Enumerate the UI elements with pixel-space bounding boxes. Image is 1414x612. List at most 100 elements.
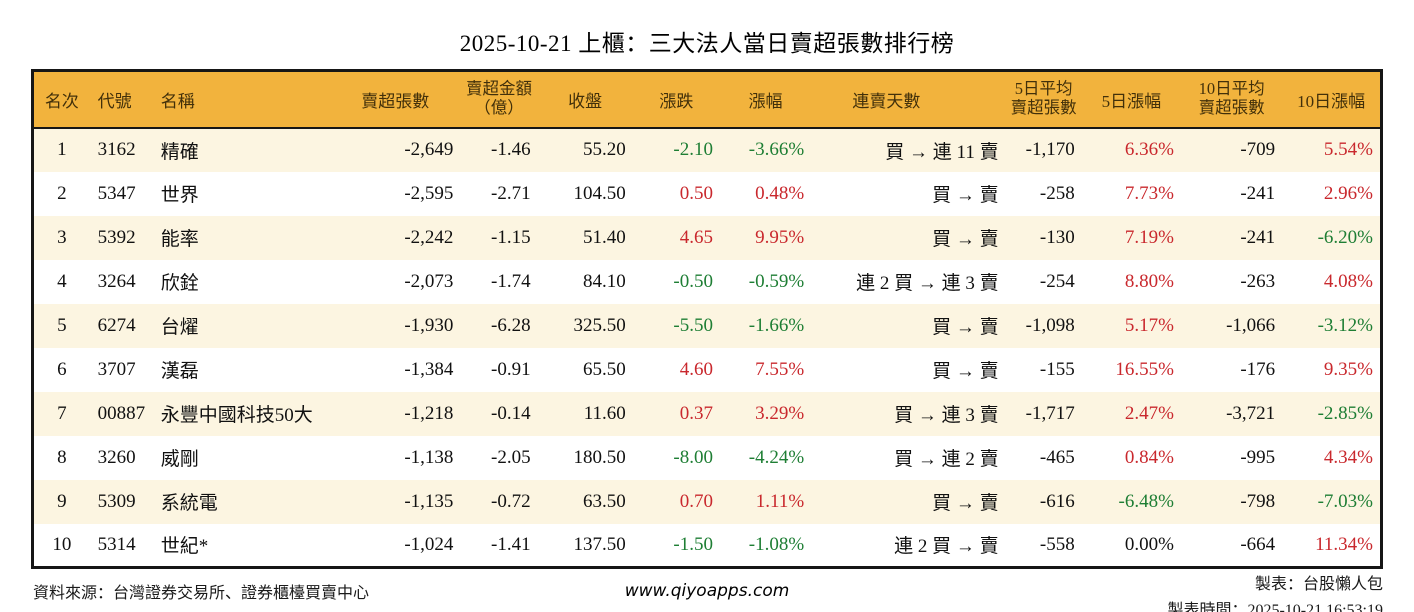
credit-author: 製表：台股懶人包 (1254, 576, 1383, 593)
header-label: 賣超張數 (1198, 98, 1265, 118)
header-label: 收盤 (568, 91, 603, 111)
pct5-cell: -6.48% (1118, 490, 1174, 512)
sell-amount-cell: -2.05 (491, 446, 531, 468)
website-url: www.qiyoapps.com (624, 581, 790, 601)
header-sell-amount: 賣超金額 （億） (460, 70, 538, 129)
avg10-cell: -263 (1240, 270, 1276, 292)
change-cell: 0.37 (679, 402, 713, 424)
change-cell: -1.50 (673, 533, 713, 555)
streak-cell: 買 → 連 11 賣 (885, 141, 999, 163)
sell-amount-cell: -6.28 (491, 314, 531, 336)
header-rank: 名次 (32, 70, 90, 129)
change-pct-cell: -0.59% (748, 270, 805, 292)
streak-cell: 買 → 賣 (932, 317, 999, 338)
pct5-cell: 7.73% (1124, 182, 1174, 204)
sell-volume-cell: -1,024 (404, 533, 454, 555)
pct10-cell: -7.03% (1317, 490, 1373, 512)
change-pct-cell: -3.66% (748, 139, 805, 160)
header-change: 漲跌 (632, 70, 720, 129)
sell-amount-cell: -1.46 (491, 139, 531, 160)
sell-volume-cell: -1,135 (404, 490, 454, 512)
name-cell: 威剛 (160, 449, 199, 470)
table-row: 2 5347 世界 -2,595 -2.71 104.50 0.50 0.48%… (32, 171, 1382, 216)
rank-cell: 1 (57, 139, 67, 160)
streak-cell: 買 → 連 3 賣 (894, 405, 999, 426)
name-cell: 漢磊 (160, 361, 199, 382)
table-row: 4 3264 欣銓 -2,073 -1.74 84.10 -0.50 -0.59… (32, 259, 1382, 304)
header-name: 名稱 (157, 70, 331, 129)
close-cell: 55.20 (583, 139, 626, 160)
avg5-cell: -1,717 (1025, 402, 1075, 424)
change-pct-cell: -4.24% (748, 446, 805, 468)
avg5-cell: -465 (1039, 446, 1075, 468)
change-cell: 0.50 (679, 182, 713, 204)
header-code: 代號 (89, 70, 158, 129)
avg10-cell: -798 (1240, 490, 1276, 512)
sell-amount-cell: -1.41 (491, 533, 531, 555)
sell-amount-cell: -0.72 (491, 490, 531, 512)
table-row: 8 3260 威剛 -1,138 -2.05 180.50 -8.00 -4.2… (32, 435, 1382, 480)
avg5-cell: -558 (1039, 533, 1075, 555)
pct5-cell: 8.80% (1124, 270, 1174, 292)
pct5-cell: 7.19% (1124, 226, 1174, 248)
code-cell: 3264 (97, 270, 136, 292)
avg5-cell: -254 (1039, 270, 1075, 292)
name-cell: 世紀* (160, 536, 209, 558)
sell-volume-cell: -2,595 (404, 182, 454, 204)
name-cell: 世界 (160, 185, 199, 206)
header-avg5: 5日平均 賣超張數 (1005, 70, 1082, 129)
header-label: （億） (474, 98, 524, 118)
sell-volume-cell: -1,218 (404, 402, 454, 424)
pct10-cell: -2.85% (1317, 402, 1373, 424)
close-cell: 63.50 (583, 490, 626, 512)
change-pct-cell: 7.55% (755, 358, 805, 380)
pct5-cell: 0.00% (1124, 533, 1174, 555)
streak-cell: 連 2 買 → 賣 (894, 536, 999, 558)
rank-cell: 5 (57, 314, 67, 336)
table-row: 1 3162 精確 -2,649 -1.46 55.20 -2.10 -3.66… (32, 127, 1382, 172)
avg5-cell: -155 (1039, 358, 1075, 380)
close-cell: 84.10 (583, 270, 626, 292)
header-change-pct: 漲幅 (719, 70, 812, 129)
avg10-cell: -241 (1240, 226, 1276, 248)
avg10-cell: -995 (1240, 446, 1276, 468)
pct5-cell: 6.36% (1124, 139, 1174, 160)
rank-cell: 4 (57, 270, 67, 292)
table-row: 7 00887 永豐中國科技50大 -1,218 -0.14 11.60 0.3… (32, 391, 1382, 436)
sell-volume-cell: -2,073 (404, 270, 454, 292)
table-row: 9 5309 系統電 -1,135 -0.72 63.50 0.70 1.11%… (32, 479, 1382, 524)
name-cell: 能率 (160, 229, 199, 250)
pct10-cell: 4.08% (1323, 270, 1373, 292)
streak-cell: 買 → 賣 (932, 361, 999, 382)
sell-amount-cell: -1.15 (491, 226, 531, 248)
streak-cell: 買 → 賣 (932, 185, 999, 206)
avg5-cell: -1,098 (1025, 314, 1075, 336)
change-cell: -0.50 (673, 270, 713, 292)
credit-block: 製表：台股懶人包 製表時間：2025-10-21 16:53:19 (1167, 572, 1383, 612)
name-cell: 永豐中國科技50大 (160, 405, 313, 426)
change-pct-cell: -1.66% (748, 314, 805, 336)
rank-cell: 7 (57, 402, 67, 424)
close-cell: 104.50 (573, 182, 626, 204)
pct5-cell: 2.47% (1124, 402, 1174, 424)
pct10-cell: 11.34% (1315, 533, 1373, 555)
header-label: 賣超張數 (1010, 98, 1077, 118)
change-cell: -2.10 (673, 139, 713, 160)
header-label: 5日漲幅 (1101, 91, 1162, 111)
rank-cell: 10 (52, 533, 72, 555)
change-pct-cell: -1.08% (748, 533, 805, 555)
name-cell: 系統電 (160, 493, 218, 514)
avg10-cell: -176 (1240, 358, 1276, 380)
header-label: 連賣天數 (852, 91, 921, 111)
code-cell: 3260 (97, 446, 136, 468)
header-close: 收盤 (537, 70, 633, 129)
table-body: 1 3162 精確 -2,649 -1.46 55.20 -2.10 -3.66… (32, 127, 1382, 568)
header-label: 10日漲幅 (1297, 91, 1366, 111)
header-label: 漲跌 (659, 91, 694, 111)
pct10-cell: 2.96% (1323, 182, 1373, 204)
avg10-cell: -709 (1240, 139, 1276, 160)
code-cell: 5347 (97, 182, 136, 204)
sell-amount-cell: -1.74 (491, 270, 531, 292)
header-label: 賣超金額 (466, 79, 532, 99)
pct10-cell: 5.54% (1323, 139, 1373, 160)
